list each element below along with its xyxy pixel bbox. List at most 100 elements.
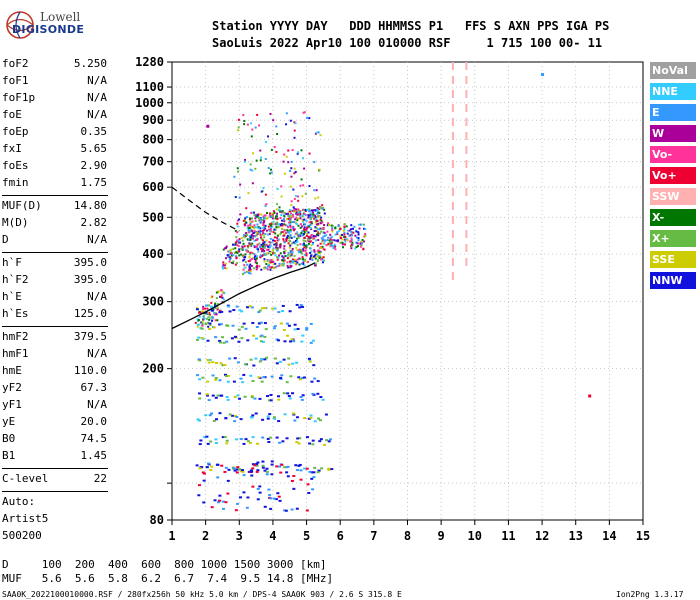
echo-point	[318, 252, 321, 255]
echo-point	[273, 417, 277, 420]
echo-point	[292, 228, 295, 231]
echo-point	[312, 255, 315, 258]
echo-point	[317, 249, 320, 252]
echo-point	[236, 244, 239, 247]
echo-point	[317, 234, 320, 237]
legend-item: SSE	[650, 251, 696, 268]
echo-point	[268, 250, 271, 253]
y-tick-label: 700	[142, 155, 164, 169]
echo-point	[218, 339, 222, 342]
echo-point	[245, 270, 248, 273]
echo-point	[260, 243, 263, 246]
echo-point	[278, 465, 282, 468]
echo-point	[228, 357, 232, 360]
echo-point	[286, 261, 289, 264]
echo-point	[306, 226, 309, 229]
echo-point	[208, 322, 212, 325]
echo-point	[293, 323, 297, 326]
echo-point	[329, 245, 332, 248]
echo-point	[242, 219, 245, 222]
echo-point	[265, 252, 268, 255]
echo-point	[244, 327, 248, 330]
echo-point	[283, 340, 287, 343]
echo-point	[196, 307, 199, 310]
echo-point	[304, 192, 307, 195]
echo-point	[333, 243, 336, 246]
echo-point	[213, 312, 216, 315]
echo-point	[251, 169, 254, 172]
echo-point	[357, 239, 360, 242]
echo-point	[291, 392, 295, 395]
echo-point	[293, 235, 296, 238]
echo-point	[233, 335, 237, 338]
echo-point	[294, 122, 297, 125]
echo-point	[297, 464, 301, 467]
x-tick-label: 13	[568, 529, 582, 543]
echo-point	[349, 234, 352, 237]
echo-point	[216, 501, 220, 504]
echo-point	[205, 435, 209, 438]
echo-point	[289, 224, 292, 227]
echo-point	[289, 220, 292, 223]
echo-point	[214, 377, 218, 380]
echo-point	[216, 306, 219, 309]
echo-point	[318, 257, 321, 260]
echo-point	[214, 396, 218, 399]
echo-point	[303, 231, 306, 234]
echo-point	[295, 237, 298, 240]
echo-point	[270, 463, 274, 466]
echo-point	[284, 224, 287, 227]
echo-point	[220, 464, 224, 467]
echo-point	[268, 233, 271, 236]
echo-point	[293, 419, 297, 422]
echo-point	[254, 259, 257, 262]
echo-point	[262, 232, 265, 235]
echo-point	[255, 326, 259, 329]
echo-point	[303, 264, 306, 267]
echo-point	[233, 175, 236, 178]
echo-point	[201, 320, 204, 323]
echo-point	[341, 241, 344, 244]
echo-point	[291, 258, 294, 261]
echo-point	[249, 221, 252, 224]
echo-point	[195, 464, 199, 467]
param-value: 20.0	[80, 415, 108, 428]
echo-point	[260, 268, 263, 271]
echo-point	[277, 420, 281, 423]
echo-point	[273, 266, 276, 269]
echo-point	[297, 217, 300, 220]
echo-point	[283, 211, 286, 214]
echo-point	[316, 253, 319, 256]
echo-point	[290, 212, 293, 215]
legend-item: Vo-	[650, 146, 696, 163]
echo-point	[238, 218, 241, 221]
echo-point	[255, 337, 259, 340]
echo-point	[327, 468, 331, 471]
echo-point	[297, 208, 300, 211]
echo-point	[295, 216, 298, 219]
profile-extrapolation	[171, 186, 240, 232]
echo-point	[214, 438, 218, 441]
echo-point	[266, 268, 269, 271]
echo-point	[251, 436, 255, 439]
param-value: 1.45	[80, 449, 108, 462]
echo-point	[317, 196, 320, 199]
echo-point	[289, 169, 292, 172]
echo-point	[255, 213, 258, 216]
echo-point	[218, 311, 222, 314]
echo-point	[215, 418, 219, 421]
echo-point	[247, 229, 250, 232]
echo-point	[274, 217, 277, 220]
echo-point	[295, 211, 298, 214]
echo-point	[233, 357, 237, 360]
echo-point	[239, 213, 242, 216]
echo-point	[232, 254, 235, 257]
echo-point	[299, 217, 302, 220]
echo-point	[289, 210, 292, 213]
echo-point	[324, 413, 328, 416]
echo-point	[314, 197, 317, 200]
param-row: h`F 395.0	[2, 256, 107, 273]
echo-point	[293, 172, 296, 175]
echo-point	[343, 233, 346, 236]
echo-point	[317, 232, 320, 235]
